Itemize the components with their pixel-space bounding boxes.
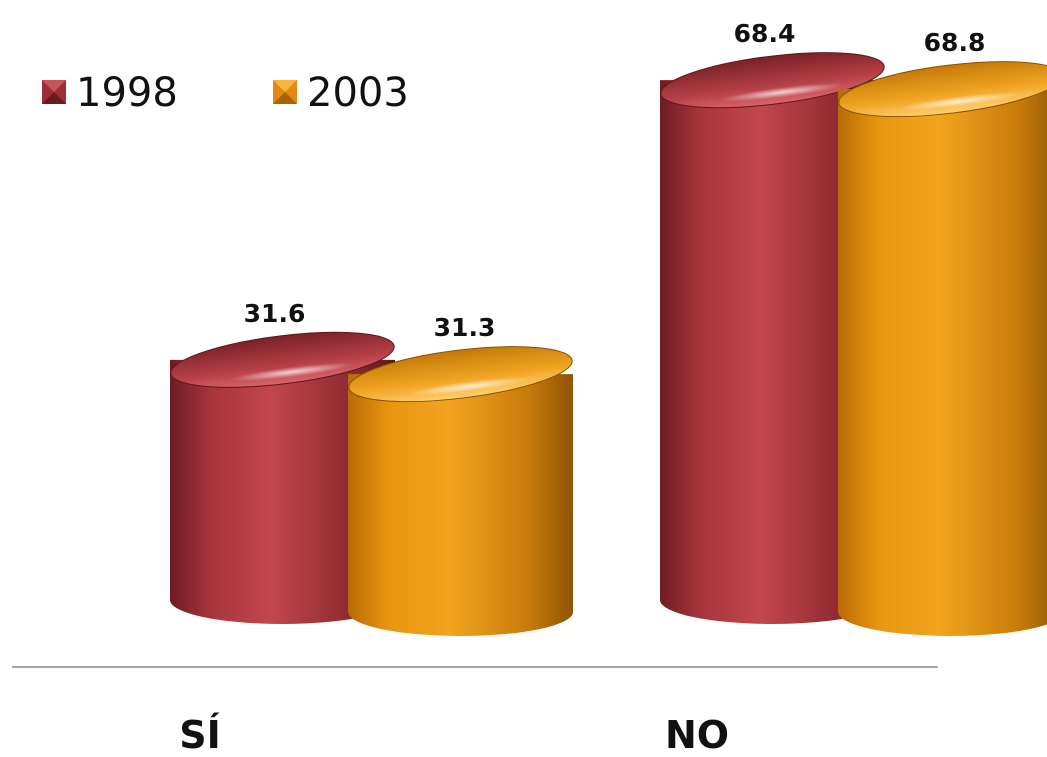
bar-1998-0 [170,331,395,624]
legend-swatch-facet [273,92,297,104]
category-label-1: NO [665,713,729,757]
bar-cap [660,52,885,109]
bar-body [838,89,1047,636]
category-labels: SÍ NO [179,713,729,757]
value-label-1998-0: 31.6 [244,299,306,328]
legend-swatch-facet [42,80,66,92]
bar-body [170,359,395,624]
legend-label-1998: 1998 [76,70,178,116]
value-labels: 31.6 31.3 68.4 68.8 [244,19,986,342]
bar-cap [838,61,1047,118]
legend-swatch-facet [273,80,297,92]
bar-1998-1 [660,52,885,624]
legend-label-2003: 2003 [307,70,409,116]
bar-cap [170,331,395,388]
bar-body [660,80,885,624]
bar-cap-highlight [898,92,1022,111]
bar-cap-highlight [720,83,844,102]
value-label-1998-1: 68.4 [734,19,796,48]
bars [170,52,1047,636]
value-label-2003-1: 68.8 [924,28,986,57]
bar-cap-highlight [408,377,532,396]
legend: 1998 2003 [42,70,409,116]
bar-cap-highlight [230,362,354,381]
value-label-2003-0: 31.3 [434,313,496,342]
bar-2003-0 [348,346,573,636]
legend-item-1998: 1998 [42,70,178,116]
legend-swatch-facet [42,92,66,104]
category-label-0: SÍ [179,713,221,757]
bar-cap [348,346,573,403]
bar-2003-1 [838,61,1047,636]
legend-item-2003: 2003 [273,70,409,116]
bar-body [348,374,573,636]
